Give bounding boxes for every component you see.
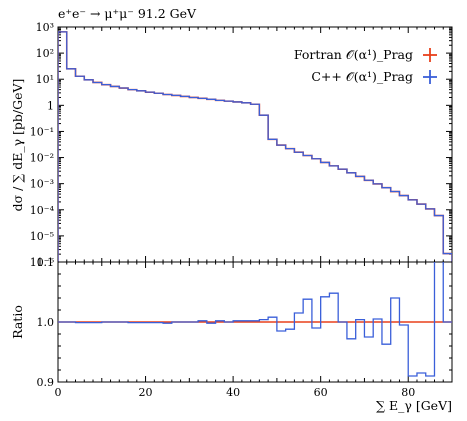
main-y-tick-label: 10⁻¹: [30, 125, 54, 138]
main-plot-panel: 10³ 10² 10¹ 1 10⁻¹ 10⁻² 10⁻³ 10⁻⁴ 10⁻⁵ 10⁻⁶: [30, 21, 453, 269]
x-tick-label: 20: [139, 386, 153, 399]
x-axis-label: ∑ E_γ [GeV]: [376, 398, 452, 413]
x-tick-label: 80: [401, 386, 415, 399]
series-line-cpp: [58, 31, 452, 262]
legend: Fortran 𝒪(α¹)_Prag C++ 𝒪(α¹)_Prag: [294, 47, 437, 84]
legend-marker-fortran: [423, 48, 437, 62]
main-y-tick-label: 10²: [36, 47, 54, 60]
plot-title: e⁺e⁻ → μ⁺μ⁻ 91.2 GeV: [58, 6, 197, 21]
ratio-series-group: [58, 262, 452, 377]
main-series-group: [58, 31, 452, 262]
main-y-tick-label: 1: [47, 99, 54, 112]
main-y-tick-label: 10⁻²: [30, 152, 54, 165]
ratio-y-axis-label: Ratio: [10, 305, 25, 339]
legend-marker-cpp: [423, 70, 437, 84]
main-frame: [57, 26, 453, 263]
main-y-tick-label: 10⁻⁴: [30, 204, 55, 217]
ratio-plot-panel: 0 20 40 60 80 0.9 1.0 1.1: [37, 256, 453, 399]
series-line-fortran: [58, 31, 452, 262]
x-tick-label: 40: [226, 386, 240, 399]
main-y-tick-label: 10⁻⁵: [30, 230, 54, 243]
main-y-tick-label: 10¹: [36, 73, 54, 86]
legend-label-fortran: Fortran 𝒪(α¹)_Prag: [294, 47, 413, 62]
legend-label-cpp: C++ 𝒪(α¹)_Prag: [311, 69, 413, 84]
main-y-tick-label: 10³: [36, 21, 54, 34]
main-y-axis-label: dσ / ∑ dE_γ [pb/GeV]: [10, 79, 25, 212]
ratio-y-tick-label: 1.0: [37, 316, 55, 329]
ratio-y-tick-label: 1.1: [37, 256, 55, 269]
x-tick-label: 60: [314, 386, 328, 399]
main-y-tick-label: 10⁻³: [30, 178, 54, 191]
main-y-tick-label: 10⁻⁶: [30, 256, 55, 269]
ratio-y-tick-label: 0.9: [37, 376, 55, 389]
ratio-series-line: [58, 262, 452, 377]
x-tick-label: 0: [55, 386, 62, 399]
